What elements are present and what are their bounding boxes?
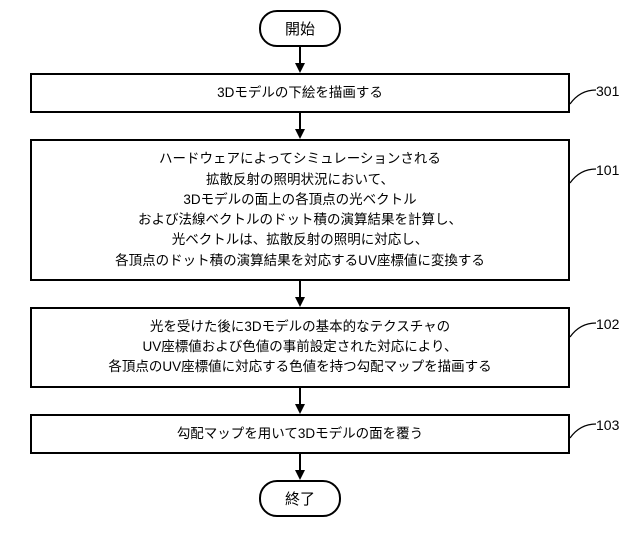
ref-label-101: 101 xyxy=(596,162,619,178)
ref-text: 103 xyxy=(596,417,619,433)
ref-connector xyxy=(562,88,596,106)
process-text: ハードウェアによってシミュレーションされる拡散反射の照明状況において、3Dモデル… xyxy=(115,151,485,267)
process-text: 3Dモデルの下絵を描画する xyxy=(217,85,383,100)
start-label: 開始 xyxy=(285,21,315,38)
arrow xyxy=(293,113,307,139)
start-terminator: 開始 xyxy=(259,10,341,47)
ref-text: 101 xyxy=(596,162,619,178)
ref-label-102: 102 xyxy=(596,316,619,332)
process-step-301: 3Dモデルの下絵を描画する xyxy=(30,73,570,113)
process-text: 勾配マップを用いて3Dモデルの面を覆う xyxy=(177,426,423,441)
end-terminator: 終了 xyxy=(259,480,341,517)
ref-label-301: 301 xyxy=(596,83,619,99)
ref-connector xyxy=(562,422,596,440)
ref-connector xyxy=(562,321,596,339)
arrow xyxy=(293,281,307,307)
end-label: 終了 xyxy=(285,491,315,508)
ref-connector xyxy=(562,167,596,185)
process-step-103: 勾配マップを用いて3Dモデルの面を覆う xyxy=(30,414,570,454)
arrow xyxy=(293,47,307,73)
ref-text: 102 xyxy=(596,316,619,332)
process-text: 光を受けた後に3Dモデルの基本的なテクスチャのUV座標値および色値の事前設定され… xyxy=(108,319,491,375)
ref-text: 301 xyxy=(596,83,619,99)
ref-label-103: 103 xyxy=(596,417,619,433)
arrow xyxy=(293,454,307,480)
process-step-101: ハードウェアによってシミュレーションされる拡散反射の照明状況において、3Dモデル… xyxy=(30,139,570,281)
process-step-102: 光を受けた後に3Dモデルの基本的なテクスチャのUV座標値および色値の事前設定され… xyxy=(30,307,570,388)
flowchart-container: 開始 3Dモデルの下絵を描画する ハードウェアによってシミュレーションされる拡散… xyxy=(30,10,570,517)
arrow xyxy=(293,388,307,414)
